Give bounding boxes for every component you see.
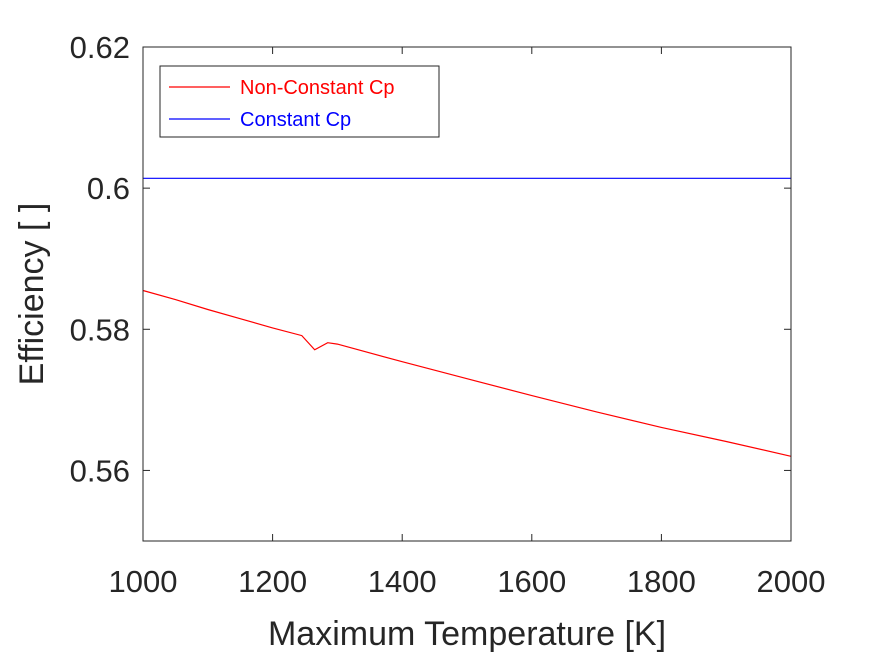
- series-layer: [142, 177, 792, 457]
- x-tick-label: 2000: [757, 564, 826, 599]
- legend-label: Constant Cp: [240, 109, 351, 131]
- x-tick-label: 1800: [627, 564, 696, 599]
- series-line-1: [142, 289, 792, 457]
- y-tick-label: 0.62: [70, 30, 130, 65]
- y-axis-label: Efficiency [ ]: [13, 203, 51, 386]
- y-tick-label: 0.56: [70, 453, 130, 488]
- y-tick-label: 0.6: [87, 171, 130, 206]
- legend: Non-Constant Cp Constant Cp: [159, 65, 440, 138]
- legend-label: Non-Constant Cp: [240, 77, 395, 99]
- legend-box: [159, 65, 440, 138]
- axes-frame: [142, 46, 792, 542]
- y-tick-label: 0.58: [70, 312, 130, 347]
- x-tick-label: 1200: [238, 564, 307, 599]
- x-tick-label: 1600: [497, 564, 566, 599]
- x-tick-label: 1000: [109, 564, 178, 599]
- tick-layer: 1000 1200 1400 1600 1800 2000 0.56 0.58 0.6 0.62: [70, 30, 826, 599]
- x-axis-label: Maximum Temperature [K]: [268, 615, 666, 653]
- x-tick-label: 1400: [368, 564, 437, 599]
